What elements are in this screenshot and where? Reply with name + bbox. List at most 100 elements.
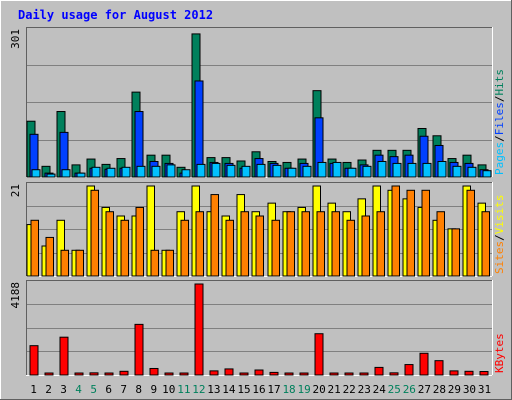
- bar-sites-day-27: [421, 189, 430, 277]
- bar-kbytes-day-12: [194, 283, 204, 376]
- legend-visits-sites: Sites/Visits: [493, 195, 506, 275]
- x-label-day-26: 26: [403, 383, 416, 396]
- bar-kbytes-day-28: [434, 360, 444, 376]
- bar-kbytes-day-5: [89, 372, 99, 376]
- bar-sites-day-19: [301, 211, 310, 277]
- bar-sites-day-28: [436, 211, 445, 277]
- y-max-label: 4188: [9, 282, 22, 309]
- bar-sites-day-17: [271, 219, 280, 277]
- bar-pages-day-24: [377, 160, 387, 178]
- bar-kbytes-day-1: [29, 345, 39, 376]
- bar-kbytes-day-17: [269, 371, 279, 376]
- bar-kbytes-day-29: [449, 370, 459, 376]
- bar-kbytes-day-27: [419, 352, 429, 376]
- bar-sites-day-30: [466, 189, 475, 277]
- x-label-day-10: 10: [162, 383, 175, 396]
- bar-sites-day-12: [195, 211, 204, 277]
- x-label-day-19: 19: [297, 383, 310, 396]
- bar-sites-day-20: [316, 211, 325, 277]
- bar-pages-day-2: [46, 173, 56, 178]
- bar-pages-day-19: [302, 165, 312, 178]
- panel-visits-sites: 21 Sites/Visits: [9, 182, 506, 277]
- x-label-day-1: 1: [30, 383, 37, 396]
- x-label-day-20: 20: [313, 383, 326, 396]
- bar-sites-day-11: [180, 219, 189, 277]
- panel-kbytes: 4188 KBytes: [9, 280, 506, 376]
- x-label-day-11: 11: [177, 383, 190, 396]
- bar-sites-day-29: [451, 228, 460, 277]
- y-max-label: 21: [9, 184, 22, 197]
- bar-kbytes-day-3: [59, 336, 69, 376]
- bar-sites-day-6: [105, 211, 114, 277]
- bar-kbytes-day-18: [284, 372, 294, 376]
- bar-pages-day-30: [467, 166, 477, 178]
- bar-pages-day-5: [91, 166, 101, 178]
- bar-kbytes-day-14: [224, 368, 234, 376]
- bar-sites-day-18: [286, 211, 295, 277]
- bar-kbytes-day-2: [44, 372, 54, 376]
- x-label-day-21: 21: [328, 383, 341, 396]
- bar-kbytes-day-7: [119, 370, 129, 376]
- bar-kbytes-day-6: [104, 372, 114, 376]
- y-max-label: 301: [9, 29, 22, 49]
- bar-pages-day-22: [347, 167, 357, 178]
- legend-entry-1: /: [493, 234, 506, 241]
- bar-pages-day-9: [151, 165, 161, 178]
- bar-pages-day-23: [362, 165, 372, 178]
- bar-pages-day-16: [256, 163, 266, 178]
- bar-kbytes-day-16: [254, 369, 264, 376]
- bar-sites-day-23: [361, 215, 370, 277]
- bar-kbytes-day-30: [464, 370, 474, 376]
- legend-entry-0: Sites: [493, 241, 506, 274]
- bar-pages-day-11: [181, 169, 191, 178]
- x-label-day-24: 24: [373, 383, 387, 396]
- x-label-day-4: 4: [75, 383, 82, 396]
- bar-kbytes-day-10: [164, 372, 174, 376]
- bar-kbytes-day-26: [404, 364, 414, 376]
- bar-sites-day-10: [165, 249, 174, 277]
- x-label-day-7: 7: [120, 383, 127, 396]
- bar-sites-day-26: [406, 189, 415, 277]
- bar-pages-day-17: [272, 164, 282, 178]
- bar-sites-day-9: [150, 249, 159, 277]
- bar-pages-day-26: [407, 162, 417, 178]
- bar-sites-day-21: [331, 211, 340, 277]
- chart-title: Daily usage for August 2012: [18, 8, 213, 22]
- bar-pages-day-4: [76, 172, 86, 178]
- x-label-day-30: 30: [463, 383, 476, 396]
- bar-pages-day-27: [422, 162, 432, 178]
- legend-entry-3: /: [493, 96, 506, 103]
- bar-pages-day-28: [437, 160, 447, 178]
- bar-sites-day-3: [60, 249, 69, 277]
- bar-kbytes-day-23: [359, 372, 369, 376]
- x-label-day-3: 3: [60, 383, 67, 396]
- bar-kbytes-day-20: [314, 333, 324, 376]
- x-label-day-22: 22: [343, 383, 356, 396]
- x-axis-day-labels: 1 2 3 4 5 6 7 8 9 10 11 12 13 14 15 16 17 18 19 20 21 22 23 24 2…: [30, 383, 491, 396]
- bar-sites-day-24: [376, 211, 385, 277]
- bar-pages-day-1: [31, 169, 41, 178]
- bar-pages-day-18: [287, 167, 297, 178]
- bar-kbytes-day-21: [329, 372, 339, 376]
- bar-sites-day-25: [391, 185, 400, 277]
- x-label-day-29: 29: [448, 383, 461, 396]
- bar-pages-day-21: [332, 161, 342, 178]
- plot-area: [26, 280, 492, 375]
- x-label-day-23: 23: [358, 383, 371, 396]
- x-label-day-28: 28: [433, 383, 446, 396]
- bar-sites-day-5: [90, 189, 99, 277]
- x-label-day-6: 6: [105, 383, 112, 396]
- bar-kbytes-day-22: [344, 372, 354, 376]
- legend-entry-2: Visits: [493, 195, 506, 235]
- x-label-day-5: 5: [90, 383, 97, 396]
- bar-files-day-12: [194, 80, 204, 178]
- bar-pages-day-25: [392, 162, 402, 178]
- bar-pages-day-20: [317, 161, 327, 178]
- bar-pages-day-10: [166, 164, 176, 178]
- bar-sites-day-13: [210, 194, 219, 277]
- legend-entry-2: Files: [493, 102, 506, 135]
- bar-pages-day-7: [121, 166, 131, 178]
- x-label-day-13: 13: [207, 383, 220, 396]
- bar-pages-day-13: [211, 162, 221, 178]
